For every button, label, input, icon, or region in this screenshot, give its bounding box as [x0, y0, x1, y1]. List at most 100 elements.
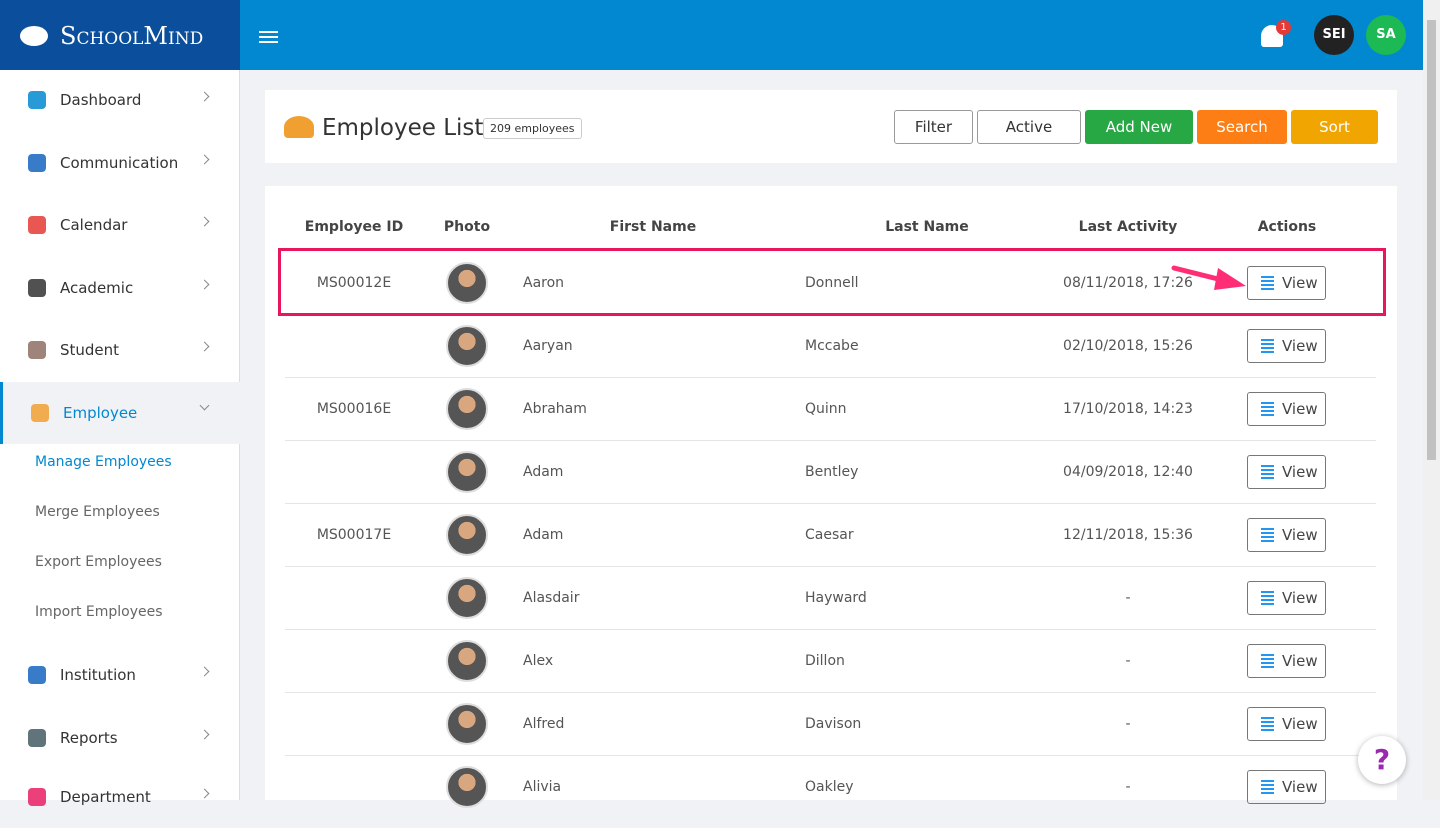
toolbar-button[interactable]: Filter — [894, 110, 973, 144]
column-header: Last Activity — [1078, 219, 1178, 235]
view-button[interactable]: View — [1247, 770, 1326, 804]
list-icon — [1261, 591, 1274, 605]
submenu-item[interactable]: Merge Employees — [35, 504, 160, 520]
last-name: Davison — [805, 716, 862, 732]
view-button[interactable]: View — [1247, 644, 1326, 678]
list-icon — [1261, 402, 1274, 416]
submenu-item[interactable]: Import Employees — [35, 604, 163, 620]
photo — [446, 388, 488, 430]
first-name: Aaryan — [523, 338, 573, 354]
chevron — [199, 729, 210, 740]
column-header: Employee ID — [304, 219, 404, 235]
nav-item[interactable]: Calendar — [0, 194, 240, 256]
submenu-item[interactable]: Manage Employees — [35, 454, 172, 470]
view-button[interactable]: View — [1247, 392, 1326, 426]
nav-item[interactable]: Employee — [0, 382, 240, 444]
last-name: Donnell — [805, 275, 859, 291]
row-divider — [285, 566, 1376, 567]
last-name: Hayward — [805, 590, 867, 606]
last-activity: - — [1125, 653, 1131, 669]
title-icon — [284, 116, 314, 138]
nav-item[interactable]: Student — [0, 319, 240, 381]
chevron — [199, 216, 210, 227]
employee-id: MS00017E — [316, 527, 392, 543]
avatar[interactable]: SEI — [1314, 15, 1354, 55]
list-icon — [1261, 528, 1274, 542]
photo — [446, 514, 488, 556]
view-button[interactable]: View — [1247, 581, 1326, 615]
employee-id: MS00016E — [316, 401, 392, 417]
last-name: Oakley — [805, 779, 854, 795]
first-name: Alasdair — [523, 590, 580, 606]
notification-badge: 1 — [1276, 20, 1291, 35]
list-icon — [1261, 654, 1274, 668]
view-button[interactable]: View — [1247, 707, 1326, 741]
photo — [446, 325, 488, 367]
nav-icon — [28, 788, 46, 806]
toolbar-button[interactable]: Add New — [1085, 110, 1193, 144]
toolbar-button[interactable]: Active — [977, 110, 1081, 144]
first-name: Aaron — [523, 275, 565, 291]
nav-label: Communication — [60, 154, 179, 172]
chevron — [199, 341, 210, 352]
page-title: Employee List — [322, 115, 484, 141]
row-divider — [285, 629, 1376, 630]
photo — [446, 577, 488, 619]
submenu-item[interactable]: Export Employees — [35, 554, 162, 570]
nav-item[interactable]: Academic — [0, 257, 240, 319]
annotation-arrow — [1171, 265, 1246, 290]
column-header: First Name — [609, 219, 697, 235]
avatar[interactable]: SA — [1366, 15, 1406, 55]
page: SchoolMind 1 SEI SA Dashboard Communicati… — [0, 0, 1440, 808]
chevron — [199, 666, 210, 677]
nav-icon — [28, 666, 46, 684]
row-divider — [285, 440, 1376, 441]
chevron — [199, 788, 210, 799]
view-button[interactable]: View — [1247, 518, 1326, 552]
toolbar-button[interactable]: Search — [1197, 110, 1287, 144]
nav-label: Department — [60, 788, 151, 806]
topbar — [240, 0, 1423, 70]
toolbar-button[interactable]: Sort — [1291, 110, 1378, 144]
count-badge: 209 employees — [483, 118, 582, 139]
first-name: Abraham — [523, 401, 587, 417]
first-name: Alfred — [523, 716, 565, 732]
last-name: Quinn — [805, 401, 847, 417]
last-activity: - — [1125, 590, 1131, 606]
first-name: Adam — [523, 464, 564, 480]
nav-label: Employee — [63, 404, 138, 422]
nav-item[interactable]: Reports — [0, 707, 240, 769]
chevron — [199, 279, 210, 290]
photo — [446, 262, 488, 304]
view-button[interactable]: View — [1247, 266, 1326, 300]
view-button[interactable]: View — [1247, 455, 1326, 489]
row-divider — [285, 377, 1376, 378]
menu-toggle[interactable] — [259, 31, 278, 43]
nav-item[interactable]: Department — [0, 766, 240, 828]
last-name: Caesar — [805, 527, 854, 543]
last-activity: 12/11/2018, 15:36 — [1063, 527, 1193, 543]
nav-label: Dashboard — [60, 91, 142, 109]
column-header: Photo — [443, 219, 491, 235]
first-name: Alivia — [523, 779, 562, 795]
first-name: Adam — [523, 527, 564, 543]
nav-item[interactable]: Communication — [0, 132, 240, 194]
nav-item[interactable]: Institution — [0, 644, 240, 706]
last-activity: 02/10/2018, 15:26 — [1063, 338, 1193, 354]
scrollbar — [1423, 0, 1440, 800]
nav-icon — [28, 91, 46, 109]
nav-icon — [28, 341, 46, 359]
last-activity: 17/10/2018, 14:23 — [1063, 401, 1193, 417]
list-icon — [1261, 717, 1274, 731]
view-button[interactable]: View — [1247, 329, 1326, 363]
help-button[interactable]: ? — [1358, 736, 1406, 784]
employee-id: MS00012E — [316, 275, 392, 291]
brand: SchoolMind — [60, 22, 204, 50]
nav-item[interactable]: Dashboard — [0, 69, 240, 131]
photo — [446, 640, 488, 682]
last-activity: 04/09/2018, 12:40 — [1063, 464, 1193, 480]
column-header: Last Name — [885, 219, 969, 235]
row-divider — [285, 755, 1376, 756]
photo — [446, 703, 488, 745]
logo-icon — [20, 26, 48, 46]
